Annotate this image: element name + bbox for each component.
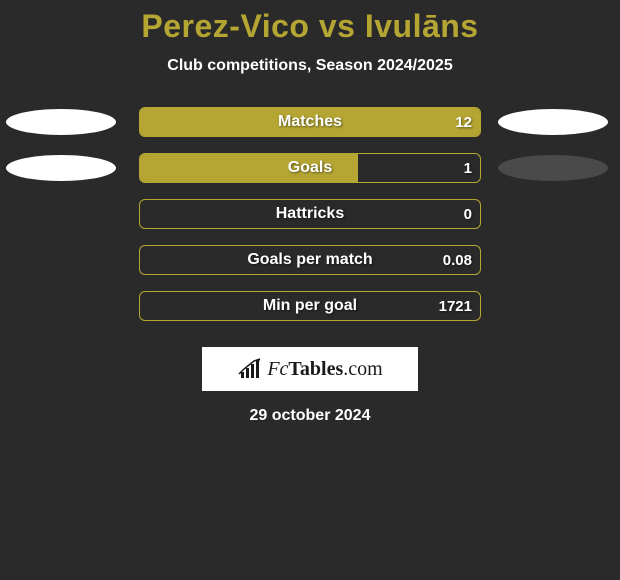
stat-bar: Goals1 xyxy=(139,153,481,183)
stat-row: Goals1 xyxy=(0,145,620,191)
left-ellipse xyxy=(6,155,116,181)
page-title: Perez-Vico vs Ivulāns xyxy=(0,8,620,45)
right-ellipse xyxy=(498,155,608,181)
logo-com: .com xyxy=(343,358,382,380)
stat-bar: Min per goal1721 xyxy=(139,291,481,321)
subtitle: Club competitions, Season 2024/2025 xyxy=(0,57,620,75)
stat-row: Goals per match0.08 xyxy=(0,237,620,283)
stat-value: 12 xyxy=(455,108,472,136)
logo-fc: Fc xyxy=(267,358,288,380)
stat-value: 0.08 xyxy=(443,246,472,274)
logo-tables: Tables xyxy=(288,358,343,380)
stat-label: Matches xyxy=(140,108,480,136)
stat-row: Matches12 xyxy=(0,99,620,145)
stat-bar: Hattricks0 xyxy=(139,199,481,229)
stat-row: Hattricks0 xyxy=(0,191,620,237)
left-ellipse xyxy=(6,109,116,135)
stat-label: Goals per match xyxy=(140,246,480,274)
fctables-logo[interactable]: FcTables.com xyxy=(202,347,418,391)
stat-row: Min per goal1721 xyxy=(0,283,620,329)
stat-label: Hattricks xyxy=(140,200,480,228)
date-label: 29 october 2024 xyxy=(0,407,620,425)
stat-label: Min per goal xyxy=(140,292,480,320)
widget-container: Perez-Vico vs Ivulāns Club competitions,… xyxy=(0,0,620,425)
stat-value: 1721 xyxy=(439,292,472,320)
stat-bar: Goals per match0.08 xyxy=(139,245,481,275)
logo-text: FcTables.com xyxy=(267,358,382,381)
chart-icon xyxy=(237,358,263,380)
stat-value: 0 xyxy=(464,200,472,228)
stat-bar: Matches12 xyxy=(139,107,481,137)
right-ellipse xyxy=(498,109,608,135)
stats-list: Matches12 Goals1 Hattricks0 Goals per match… xyxy=(0,99,620,329)
stat-value: 1 xyxy=(464,154,472,182)
stat-label: Goals xyxy=(140,154,480,182)
